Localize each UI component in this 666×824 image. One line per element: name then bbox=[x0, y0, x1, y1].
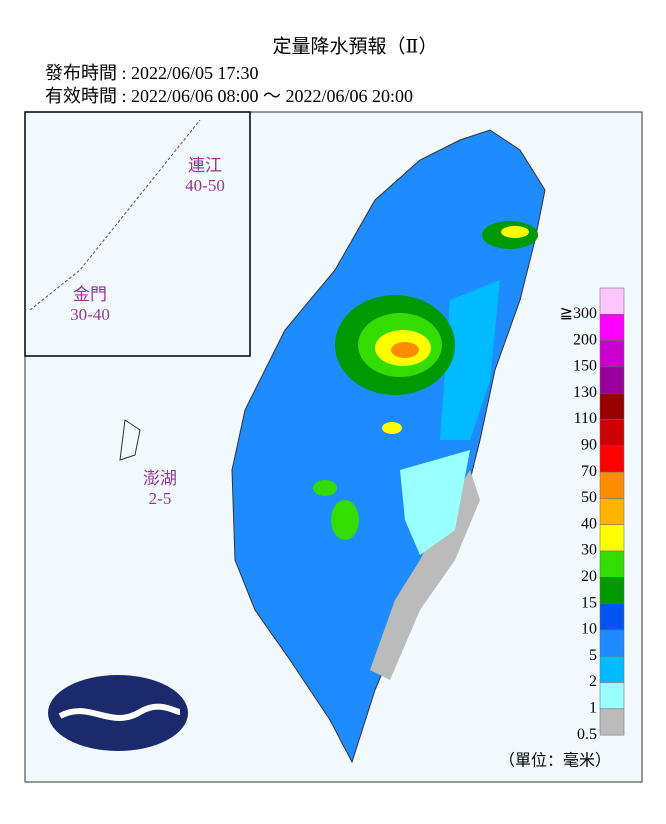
legend-swatch bbox=[599, 445, 625, 473]
logo bbox=[48, 675, 188, 751]
title: 定量降水預報（Ⅱ） bbox=[273, 35, 438, 57]
legend-swatch bbox=[599, 287, 625, 315]
legend-swatch bbox=[599, 340, 625, 368]
inset-frame bbox=[24, 111, 251, 357]
taiwan-base bbox=[231, 129, 546, 764]
legend-swatch bbox=[599, 708, 625, 736]
legend-swatch bbox=[599, 498, 625, 525]
rain-core bbox=[501, 226, 529, 238]
legend-label: 90 bbox=[581, 436, 597, 453]
island-range: 2-5 bbox=[149, 489, 172, 508]
legend-swatch bbox=[599, 392, 625, 420]
legend-label: 1 bbox=[589, 699, 597, 716]
penghu-island bbox=[119, 419, 141, 461]
legend-label: ≧300 bbox=[560, 305, 597, 322]
legend-swatch bbox=[599, 629, 625, 657]
legend-label: 15 bbox=[581, 594, 597, 611]
light-rain-area bbox=[440, 280, 500, 440]
legend-swatch bbox=[599, 471, 625, 499]
coastline bbox=[29, 119, 201, 311]
island-range: 30-40 bbox=[70, 305, 110, 324]
legend-swatch bbox=[599, 366, 625, 394]
legend-swatch bbox=[599, 314, 625, 341]
legend-swatch bbox=[599, 524, 625, 552]
legend-label: 20 bbox=[581, 568, 597, 585]
island-name: 澎湖 bbox=[143, 469, 177, 488]
legend: ≧300 200 150 130 110 90 70 50 40 30 20 15 10 5 2 1 0.5 bbox=[560, 287, 625, 743]
legend-label: 5 bbox=[589, 647, 597, 664]
rain-core bbox=[382, 422, 402, 434]
logo-mark bbox=[58, 703, 181, 721]
legend-label: 150 bbox=[573, 358, 597, 375]
legend-label: 0.5 bbox=[577, 726, 597, 743]
legend-label: 30 bbox=[581, 542, 597, 559]
legend-swatch bbox=[599, 603, 625, 631]
light-area bbox=[400, 450, 470, 555]
island-name: 金門 bbox=[73, 285, 107, 304]
legend-swatch bbox=[599, 682, 625, 710]
legend-swatch bbox=[599, 655, 625, 683]
legend-label: 10 bbox=[581, 621, 597, 638]
valid-time: 有效時間 : 2022/06/06 08:00 ～ 2022/06/06 20:… bbox=[45, 86, 413, 106]
legend-label: 50 bbox=[581, 489, 597, 506]
rain-core bbox=[313, 480, 337, 496]
legend-label: 200 bbox=[573, 331, 597, 348]
legend-unit: （單位：毫米） bbox=[499, 751, 611, 770]
legend-swatch bbox=[599, 550, 625, 578]
island-range: 40-50 bbox=[185, 176, 225, 195]
legend-label: 40 bbox=[581, 515, 597, 532]
island-name: 連江 bbox=[188, 156, 222, 175]
legend-swatch bbox=[599, 577, 625, 604]
legend-label: 130 bbox=[573, 384, 597, 401]
legend-swatch bbox=[599, 419, 625, 447]
legend-label: 2 bbox=[589, 673, 597, 690]
issued-time: 發布時間 : 2022/06/05 17:30 bbox=[45, 63, 259, 83]
legend-label: 110 bbox=[574, 410, 597, 427]
legend-label: 70 bbox=[581, 463, 597, 480]
rain-core bbox=[391, 342, 419, 358]
rain-core bbox=[331, 500, 359, 540]
